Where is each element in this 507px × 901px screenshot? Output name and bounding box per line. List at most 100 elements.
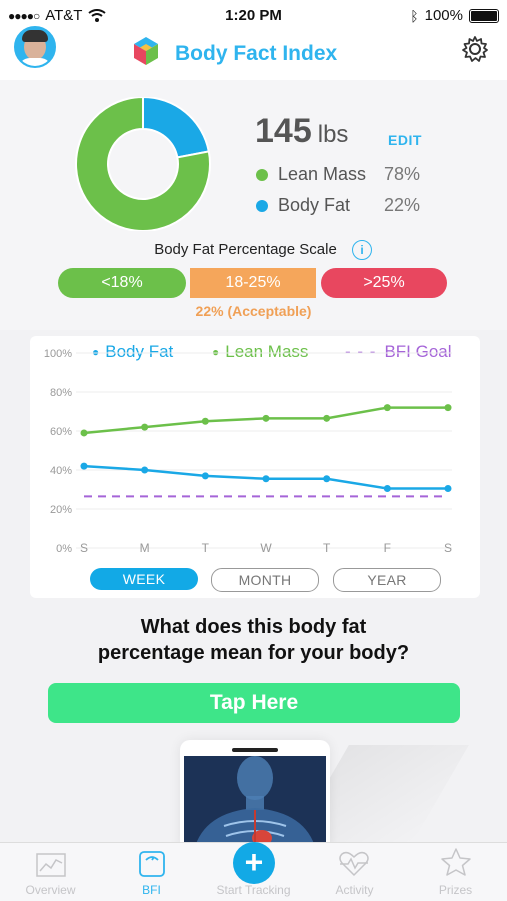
tab-start-tracking-label: Start Tracking <box>216 883 291 897</box>
lean-mass-point <box>444 404 452 412</box>
x-tick-label: F <box>384 541 391 555</box>
start-tracking-plus-button[interactable]: + <box>233 842 275 884</box>
body-composition-donut <box>75 97 211 231</box>
status-right: ᛒ 100% <box>410 7 499 24</box>
lean-mass-point <box>383 404 391 412</box>
body-fat-label: Body Fat <box>278 195 351 215</box>
range-week-button[interactable]: WEEK <box>90 568 198 590</box>
scale-result-note: 22% (Acceptable) <box>195 303 312 319</box>
legend-body-fat: ● Body Fat <box>92 342 173 362</box>
legend-body-fat-dot: ● <box>92 345 100 359</box>
y-tick-label: 20% <box>50 504 72 516</box>
tap-here-button[interactable]: Tap Here <box>48 683 460 723</box>
heart-pulse-icon <box>339 851 369 877</box>
bluetooth-icon: ᛒ <box>410 7 419 24</box>
body-fat-percent: 22% <box>384 195 421 215</box>
body-fat-point <box>201 472 209 480</box>
tab-activity[interactable]: Activity <box>304 843 405 901</box>
scale-segment-low: <18% <box>58 268 186 298</box>
status-bar: ●●●●○ AT&T 1:20 PM ᛒ 100% <box>0 0 507 32</box>
x-tick-label: S <box>444 541 452 555</box>
gear-icon[interactable] <box>460 34 490 64</box>
app-title: Body Fact Index <box>175 42 338 65</box>
body-fat-point <box>262 475 270 483</box>
x-tick-label: W <box>260 541 272 555</box>
body-fat-point <box>80 462 88 470</box>
body-fat-point <box>383 485 391 493</box>
tab-start-tracking[interactable]: Start Tracking <box>203 843 304 901</box>
lean-mass-dot <box>256 168 268 181</box>
legend-bfi-goal-dash: - - - <box>345 342 377 361</box>
weight-display: 145 lbs <box>255 112 348 151</box>
scale-title: Body Fat Percentage Scale <box>0 241 507 258</box>
range-year-button[interactable]: YEAR <box>333 568 441 592</box>
tab-overview[interactable]: Overview <box>0 843 101 901</box>
status-left: ●●●●○ AT&T <box>8 7 107 24</box>
legend-bfi-goal-label: BFI Goal <box>384 342 452 361</box>
phone-illustration <box>180 740 330 850</box>
legend-lean-mass-dot: ● <box>212 345 220 359</box>
body-fat-point <box>141 466 149 474</box>
battery-icon <box>469 8 499 23</box>
app-logo-icon <box>134 37 158 65</box>
x-tick-label: S <box>80 541 88 555</box>
star-icon <box>441 848 471 876</box>
tab-overview-label: Overview <box>25 883 76 897</box>
phone-screen <box>184 756 326 850</box>
battery-label: 100% <box>424 7 463 24</box>
lean-mass-point <box>141 423 149 431</box>
signal-icon: ●●●●○ <box>8 8 40 23</box>
lean-mass-point <box>80 429 88 437</box>
tab-bfi[interactable]: BFI <box>101 843 202 901</box>
app-header: Body Fact Index <box>0 26 507 80</box>
edit-weight-button[interactable]: EDIT <box>388 132 422 148</box>
legend-bfi-goal: - - - BFI Goal <box>345 342 452 362</box>
range-month-button[interactable]: MONTH <box>211 568 319 592</box>
y-tick-label: 60% <box>50 426 72 438</box>
x-tick-label: M <box>140 541 150 555</box>
y-tick-label: 100% <box>44 348 72 360</box>
x-tick-label: T <box>202 541 210 555</box>
question-line-1: What does this body fat <box>140 616 367 638</box>
anatomy-illustration <box>194 756 316 850</box>
lean-mass-percent: 78% <box>384 164 421 184</box>
avatar-shirt <box>18 58 52 66</box>
chart-icon <box>36 853 66 877</box>
lean-mass-label: Lean Mass <box>278 164 367 184</box>
tab-prizes[interactable]: Prizes <box>405 843 506 901</box>
donut-body-fat-slice <box>142 97 210 159</box>
y-tick-label: 80% <box>50 387 72 399</box>
weight-value: 145 <box>255 112 312 150</box>
scale-icon <box>139 851 165 877</box>
profile-avatar[interactable] <box>14 26 56 68</box>
info-icon[interactable]: i <box>352 240 372 260</box>
question-line-2: percentage mean for your body? <box>97 642 410 664</box>
legend-lean-mass: ● Lean Mass <box>212 342 308 362</box>
lean-mass-row: Lean Mass 78% <box>256 164 420 185</box>
tab-bfi-label: BFI <box>142 883 161 897</box>
donut-lean-mass-slice <box>75 97 211 231</box>
y-tick-label: 0% <box>56 543 72 555</box>
y-tick-label: 40% <box>50 465 72 477</box>
weight-unit: lbs <box>317 121 349 148</box>
body-fat-question: What does this body fat percentage mean … <box>0 614 507 666</box>
x-tick-label: T <box>323 541 331 555</box>
lean-mass-point <box>262 414 270 422</box>
status-time: 1:20 PM <box>225 7 282 24</box>
carrier-label: AT&T <box>45 7 83 24</box>
scale-segment-mid: 18-25% <box>190 268 316 298</box>
legend-body-fat-label: Body Fat <box>105 342 174 361</box>
body-fat-dot <box>256 199 268 212</box>
tab-activity-label: Activity <box>335 883 374 897</box>
body-fat-row: Body Fat 22% <box>256 195 420 216</box>
lean-mass-point <box>323 414 331 422</box>
body-fat-point <box>444 485 452 493</box>
legend-lean-mass-label: Lean Mass <box>225 342 309 361</box>
scale-title-label: Body Fat Percentage Scale <box>154 241 337 258</box>
scale-segment-high: >25% <box>321 268 447 298</box>
tab-prizes-label: Prizes <box>438 883 473 897</box>
phone-speaker <box>232 748 278 752</box>
avatar-hair <box>22 30 48 42</box>
body-fat-point <box>323 475 331 483</box>
lean-mass-point <box>201 417 209 425</box>
